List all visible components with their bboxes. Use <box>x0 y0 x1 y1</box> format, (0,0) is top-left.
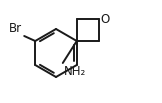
Text: NH₂: NH₂ <box>64 65 86 78</box>
Text: O: O <box>101 12 110 26</box>
Text: Br: Br <box>9 22 22 35</box>
